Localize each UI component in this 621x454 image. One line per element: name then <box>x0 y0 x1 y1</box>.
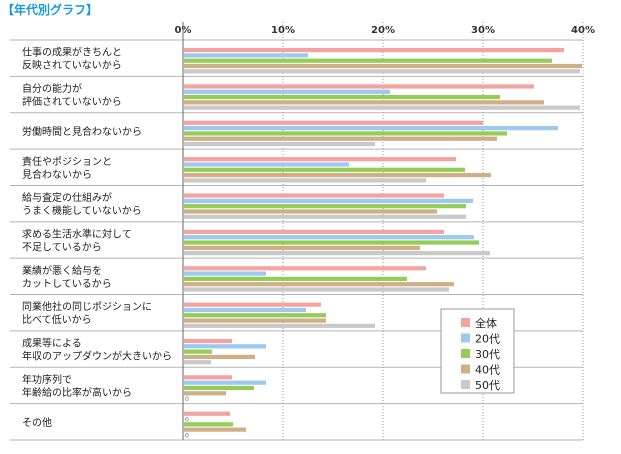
bar <box>184 411 230 416</box>
bar <box>184 141 375 147</box>
legend-box <box>440 308 515 394</box>
bar <box>184 385 254 391</box>
x-tick-label: 0% <box>175 25 192 36</box>
bar <box>184 172 491 178</box>
category-label: 年収のアップダウンが大きいから <box>22 350 172 363</box>
x-tick-label: 30% <box>471 25 495 36</box>
legend-swatch <box>461 364 470 374</box>
bar <box>184 167 465 172</box>
bar <box>184 89 390 94</box>
category-label: 不足しているから <box>22 242 102 254</box>
category-label: 求める生活水準に対して <box>22 228 132 241</box>
zero-value-label: 0 <box>185 433 189 440</box>
category-label: 成果等による <box>22 337 82 350</box>
legend-swatch <box>461 333 470 343</box>
zero-value-label: 0 <box>185 396 189 403</box>
bar <box>184 126 558 131</box>
bar <box>184 318 326 323</box>
bar <box>184 178 426 183</box>
bar <box>184 313 326 318</box>
bar <box>184 105 580 110</box>
bar <box>184 422 233 427</box>
bar <box>184 69 580 74</box>
bar <box>184 94 500 100</box>
bar <box>184 344 266 349</box>
category-label: その他 <box>22 416 52 429</box>
legend-label: 30代 <box>475 348 500 361</box>
bar <box>184 276 407 281</box>
legend-swatch <box>461 318 470 327</box>
category-label: 年功序列で <box>22 373 72 386</box>
bar <box>184 198 473 203</box>
bar <box>184 157 456 162</box>
page-title: 【年代別グラフ】 <box>2 3 99 17</box>
zero-value-label: 0 <box>185 417 189 424</box>
bar <box>184 251 490 256</box>
bar <box>184 375 232 380</box>
bar <box>184 204 466 209</box>
legend-label: 40代 <box>475 364 500 377</box>
bar <box>184 214 466 219</box>
category-label: 責任やポジションと <box>22 155 112 168</box>
bar <box>184 58 552 63</box>
x-tick-label: 40% <box>571 25 595 36</box>
bar <box>184 266 426 271</box>
legend-label: 50代 <box>475 379 500 392</box>
bar <box>184 380 266 385</box>
bar <box>184 287 449 292</box>
bar <box>184 229 444 235</box>
bar <box>184 282 454 287</box>
category-label: 仕事の成果がきちんと <box>22 46 122 59</box>
category-label: 給与査定の仕組みが <box>22 191 112 204</box>
bar <box>184 360 211 365</box>
bar <box>184 427 246 432</box>
bar <box>184 209 437 214</box>
legend-label: 全体 <box>475 316 497 330</box>
bar <box>184 131 507 136</box>
category-label: カットしているから <box>22 278 112 290</box>
bar <box>184 235 474 240</box>
bar <box>184 48 564 53</box>
bar <box>184 63 582 69</box>
x-tick-label: 10% <box>271 25 295 36</box>
category-label: 業績が悪く給与を <box>22 264 102 277</box>
legend-swatch <box>461 349 470 358</box>
bar <box>184 193 444 198</box>
bar <box>184 162 349 167</box>
x-tick-label: 20% <box>371 25 395 36</box>
bar <box>184 120 483 125</box>
category-label: 見合わないから <box>22 168 92 181</box>
bar <box>184 240 479 245</box>
category-label: 反映されていないから <box>22 60 122 72</box>
bar <box>184 307 306 313</box>
bar <box>184 53 308 58</box>
bar <box>184 245 420 250</box>
bar <box>184 354 255 360</box>
category-label: うまく機能していないから <box>22 204 142 217</box>
category-label: 比べて低いから <box>22 313 92 326</box>
category-label: 評価されていないから <box>22 95 122 108</box>
bar <box>184 84 534 89</box>
category-label: 同業他社の同じポジションに <box>22 300 152 313</box>
bar <box>184 100 544 105</box>
bar <box>184 338 232 344</box>
bar <box>184 302 321 307</box>
bar <box>184 349 212 354</box>
legend-swatch <box>461 380 470 389</box>
bar <box>184 391 226 396</box>
category-label: 年齢給の比率が高いから <box>22 386 132 399</box>
bar <box>184 271 266 276</box>
legend-label: 20代 <box>475 333 500 346</box>
category-label: 労働時間と見合わないから <box>22 125 142 138</box>
bar <box>184 136 497 141</box>
bar <box>184 323 375 328</box>
category-label: 自分の能力が <box>22 82 82 95</box>
